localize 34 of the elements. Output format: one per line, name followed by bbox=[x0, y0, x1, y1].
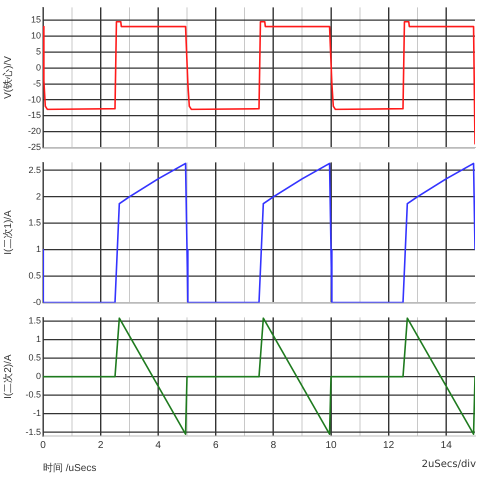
x-axis-title: 时间 /uSecs bbox=[43, 462, 96, 474]
y-tick-label: 2.5 bbox=[28, 164, 41, 175]
y-tick-label: 10 bbox=[30, 30, 41, 41]
y-tick-label: -25 bbox=[28, 142, 41, 152]
x-tick-label: 2 bbox=[98, 440, 104, 451]
y-tick-label: 5 bbox=[36, 46, 41, 56]
y-tick-label: 1.5 bbox=[28, 218, 41, 228]
y-tick-label: -5 bbox=[32, 78, 41, 88]
y-tick-label: 2 bbox=[36, 191, 41, 202]
y-tick-label: 0.5 bbox=[28, 352, 41, 363]
y-tick-label: 15 bbox=[30, 14, 41, 25]
y-axis-title: I(二次1)/A bbox=[2, 210, 14, 255]
y-tick-label: -1 bbox=[32, 408, 41, 418]
y-tick-label: 0.5 bbox=[28, 270, 41, 281]
y-tick-label: -15 bbox=[28, 110, 41, 120]
y-tick-label: -0.5 bbox=[25, 390, 41, 400]
x-tick-label: 10 bbox=[325, 440, 337, 451]
x-tick-label: 14 bbox=[440, 440, 452, 451]
y-tick-label: 1 bbox=[36, 334, 41, 344]
x-tick-label: 8 bbox=[270, 440, 277, 451]
y-tick-label: 0 bbox=[36, 371, 41, 382]
y-tick-label: -20 bbox=[28, 126, 41, 136]
y-tick-label: 0 bbox=[36, 62, 41, 72]
x-tick-label: 4 bbox=[155, 440, 162, 451]
y-tick-label: -1.5 bbox=[25, 426, 41, 437]
x-tick-label: 6 bbox=[213, 440, 220, 451]
x-tick-label: 12 bbox=[383, 440, 395, 451]
y-tick-label: -0 bbox=[32, 297, 41, 308]
y-axis-title: I(二次2)/A bbox=[2, 354, 14, 399]
text: 2uSecs/div bbox=[422, 459, 476, 470]
y-tick-label: 1.5 bbox=[28, 316, 41, 326]
y-axis-title: V(铁心)/V bbox=[2, 56, 14, 99]
y-tick-label: -10 bbox=[28, 94, 41, 104]
y-tick-label: 1 bbox=[36, 244, 41, 254]
